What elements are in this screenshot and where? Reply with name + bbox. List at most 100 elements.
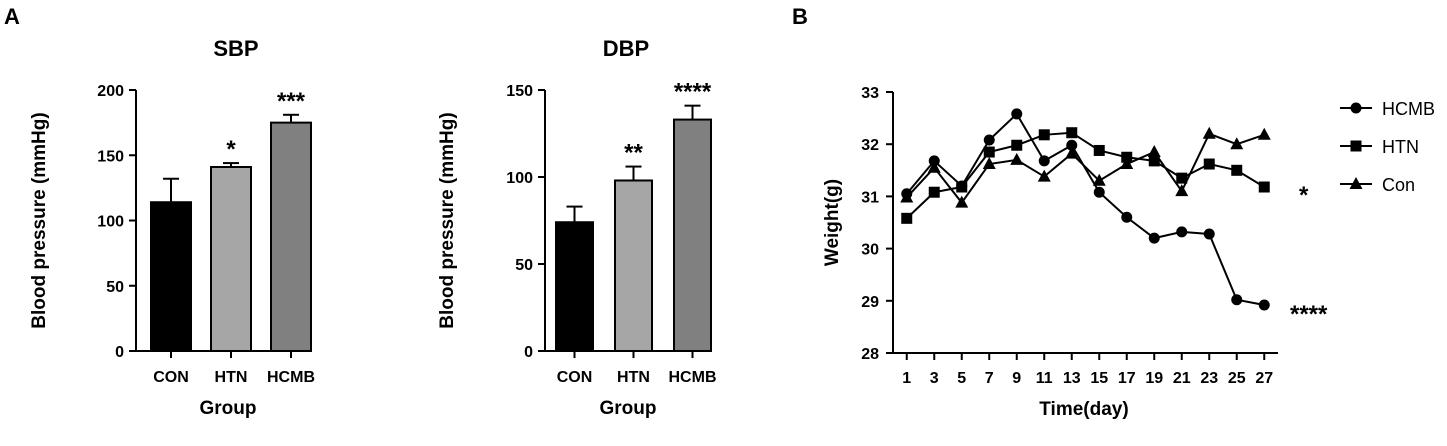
data-point-con [1120, 157, 1134, 170]
y-axis-title: Blood pressure (mmHg) [437, 112, 458, 328]
bar-htn [210, 165, 252, 352]
x-axis-title: Group [200, 398, 257, 419]
data-point-con [1037, 169, 1051, 182]
data-point-htn [1148, 155, 1160, 167]
data-point-hcmb [1176, 226, 1188, 238]
bar-htn [614, 179, 653, 352]
y-tick-label: 30 [861, 242, 879, 259]
x-tick-label: 13 [1063, 370, 1081, 387]
bar-con [150, 201, 192, 352]
data-point-hcmb [1038, 155, 1050, 167]
y-tick-label: 100 [97, 214, 124, 231]
data-point-hcmb [983, 134, 995, 146]
legend-label: HTN [1382, 137, 1419, 157]
data-point-hcmb [1093, 186, 1105, 198]
x-axis-title: Time(day) [1039, 399, 1128, 420]
significance-label: **** [674, 79, 712, 106]
data-point-htn [1038, 129, 1050, 141]
y-tick-label: 0 [115, 344, 124, 361]
x-tick-label: 27 [1255, 370, 1273, 387]
data-point-htn [1066, 127, 1078, 139]
data-point-htn [928, 186, 940, 198]
data-point-htn [983, 146, 995, 158]
sbp-bar-chart: SBP 0 50 100 150 200 Blood pressure (mmHg) CON H… [29, 36, 315, 419]
y-axis-title: Blood pressure (mmHg) [29, 112, 50, 328]
y-tick-label: 100 [506, 170, 533, 187]
data-point-con [1175, 184, 1189, 197]
x-tick-label: 11 [1036, 370, 1053, 387]
y-tick-label: 150 [506, 83, 533, 100]
data-point-htn [1011, 139, 1023, 151]
y-tick-label: 32 [861, 137, 879, 154]
x-tick-label: 25 [1228, 370, 1246, 387]
x-tick-label: 3 [930, 370, 939, 387]
data-point-hcmb [1258, 299, 1270, 311]
data-point-con [1065, 146, 1079, 159]
legend-marker [1350, 140, 1362, 152]
data-point-hcmb [1148, 232, 1160, 244]
data-point-hcmb [1011, 108, 1023, 120]
y-tick-label: 28 [861, 346, 879, 363]
panel-label-b: B [792, 4, 808, 29]
x-tick-label: 21 [1173, 370, 1191, 387]
data-point-hcmb [1203, 228, 1215, 240]
significance-label: *** [277, 88, 306, 115]
data-point-htn [1231, 164, 1243, 176]
y-tick-label: 31 [861, 189, 879, 206]
legend-label: Con [1382, 175, 1415, 195]
data-point-hcmb [1231, 294, 1243, 306]
y-axis-title: Weight(g) [822, 179, 843, 266]
significance-label: ** [624, 140, 643, 167]
bar-hcmb [673, 118, 712, 352]
y-tick-label: 33 [861, 85, 879, 102]
bar-con [555, 221, 594, 352]
y-tick-label: 150 [97, 148, 124, 165]
data-point-hcmb [1121, 211, 1133, 223]
data-point-htn [1176, 172, 1188, 184]
data-point-htn [901, 212, 913, 224]
chart-title: SBP [213, 36, 258, 61]
data-point-con [955, 195, 969, 208]
x-tick-label: 9 [1012, 370, 1021, 387]
x-tick-label: 19 [1145, 370, 1163, 387]
data-point-htn [1203, 158, 1215, 170]
data-point-con [982, 157, 996, 170]
panel-label-a: A [4, 4, 20, 29]
data-point-con [1202, 126, 1216, 139]
x-tick-label: HCMB [669, 369, 717, 386]
data-point-hcmb [1066, 139, 1078, 151]
data-point-con [927, 160, 941, 173]
data-point-con [1257, 127, 1271, 140]
significance-label: * [226, 136, 236, 163]
series-line-con [906, 132, 1265, 205]
data-point-con [1230, 137, 1244, 150]
x-tick-label: 23 [1200, 370, 1218, 387]
x-tick-label: CON [557, 369, 593, 386]
legend-marker [1349, 177, 1363, 189]
dbp-bar-chart: DBP 0 50 100 150 Blood pressure (mmHg) CON HTN *… [437, 36, 717, 419]
data-point-con [1092, 173, 1106, 186]
data-point-htn [956, 181, 968, 193]
data-point-con [1147, 145, 1161, 158]
x-tick-label: 1 [902, 370, 911, 387]
x-tick-label: HTN [215, 369, 248, 386]
legend-label: HCMB [1382, 99, 1435, 119]
y-tick-label: 50 [515, 257, 533, 274]
significance-label: **** [1290, 301, 1328, 328]
data-point-htn [1258, 181, 1270, 193]
data-point-con [900, 190, 914, 203]
data-point-con [1010, 152, 1024, 165]
chart-title: DBP [603, 36, 649, 61]
data-point-htn [1093, 144, 1105, 156]
y-tick-label: 50 [106, 279, 124, 296]
x-tick-label: 15 [1090, 370, 1108, 387]
y-tick-label: 29 [861, 294, 879, 311]
x-tick-label: 5 [957, 370, 966, 387]
bar-hcmb [270, 121, 312, 352]
y-tick-label: 200 [97, 83, 124, 100]
legend-marker [1350, 102, 1362, 114]
x-tick-label: 17 [1118, 370, 1136, 387]
x-tick-label: HCMB [267, 369, 315, 386]
